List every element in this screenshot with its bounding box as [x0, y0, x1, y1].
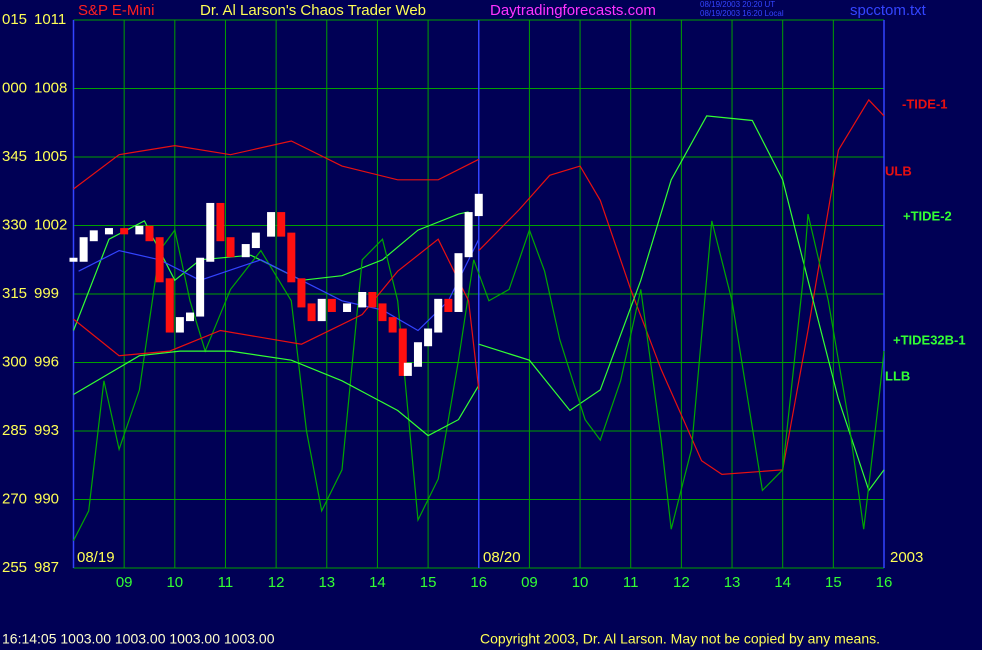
price-bar — [69, 257, 78, 262]
copyright: Copyright 2003, Dr. Al Larson. May not b… — [480, 631, 880, 647]
x-tick-label: 09 — [521, 574, 538, 591]
x-tick-label: 15 — [420, 574, 437, 591]
y-tick-label: 996 — [34, 353, 59, 370]
date-label: 2003 — [890, 549, 923, 566]
x-tick-label: 12 — [673, 574, 690, 591]
series-line — [72, 213, 885, 541]
price-bar — [388, 317, 397, 333]
price-bar — [155, 237, 164, 283]
price-bar — [474, 193, 483, 217]
price-bar — [403, 362, 412, 376]
price-bar — [368, 292, 377, 308]
series-label: LLB — [885, 368, 910, 383]
price-bar — [343, 303, 352, 312]
x-tick-label: 16 — [876, 574, 893, 591]
price-bar — [206, 202, 215, 262]
y-tick-angle: 000 — [2, 79, 27, 96]
x-tick-label: 13 — [724, 574, 741, 591]
x-tick-label: 14 — [369, 574, 386, 591]
x-tick-label: 14 — [774, 574, 791, 591]
y-tick-angle: 285 — [2, 422, 27, 439]
timestamp: 08/19/2003 20:20 UT — [700, 0, 775, 9]
x-tick-label: 12 — [268, 574, 285, 591]
y-tick-label: 987 — [34, 559, 59, 576]
price-bar — [454, 253, 463, 312]
price-bar — [277, 212, 286, 237]
website: Daytradingforecasts.com — [490, 2, 656, 19]
y-tick-angle: 270 — [2, 490, 27, 507]
date-label: 08/20 — [483, 549, 521, 566]
series-label: +TIDE32B-1 — [893, 332, 966, 347]
price-bar — [424, 328, 433, 347]
y-tick-label: 1002 — [34, 216, 67, 233]
price-bar — [196, 257, 205, 317]
y-tick-label: 990 — [34, 490, 59, 507]
status-line: 16:14:05 1003.00 1003.00 1003.00 1003.00 — [2, 631, 275, 647]
price-bar — [251, 232, 260, 249]
price-bar — [287, 232, 296, 283]
y-tick-angle: 345 — [2, 148, 27, 165]
x-tick-label: 10 — [166, 574, 183, 591]
price-bar — [104, 228, 113, 235]
price-bar — [89, 230, 98, 242]
y-tick-angle: 330 — [2, 216, 27, 233]
price-bar — [165, 278, 174, 333]
price-bar — [378, 303, 387, 322]
y-tick-angle: 255 — [2, 559, 27, 576]
file-name: spcctom.txt — [850, 2, 927, 19]
y-tick-label: 1011 — [34, 11, 66, 28]
series-line — [73, 350, 480, 437]
price-bar — [175, 317, 184, 333]
price-bar — [135, 225, 144, 235]
series-line — [478, 98, 885, 476]
y-tick-angle: 015 — [2, 11, 27, 28]
y-tick-label: 1008 — [34, 79, 67, 96]
series-label: -TIDE-1 — [902, 96, 948, 111]
x-tick-label: 11 — [623, 574, 639, 591]
price-bar — [241, 244, 250, 258]
price-bar — [120, 228, 129, 235]
y-tick-label: 993 — [34, 422, 59, 439]
date-label: 08/19 — [77, 549, 115, 566]
series-line — [73, 238, 480, 390]
x-tick-label: 10 — [572, 574, 589, 591]
y-tick-label: 999 — [34, 285, 59, 302]
price-bar — [79, 237, 88, 262]
price-bar — [413, 342, 422, 367]
price-bar — [226, 237, 235, 258]
x-tick-label: 11 — [218, 574, 234, 591]
x-tick-label: 15 — [825, 574, 842, 591]
price-bar — [444, 298, 453, 312]
price-bar — [307, 303, 316, 322]
x-tick-label: 13 — [318, 574, 335, 591]
price-bar — [398, 328, 407, 376]
chart-title: S&P E-Mini — [78, 2, 154, 19]
series-line — [73, 140, 480, 190]
price-bar — [464, 212, 473, 258]
series-label: +TIDE-2 — [903, 208, 952, 223]
price-bar — [327, 298, 336, 312]
price-bar — [434, 298, 443, 333]
price-bar — [216, 202, 225, 242]
y-tick-angle: 300 — [2, 353, 27, 370]
price-bar — [317, 298, 326, 322]
x-tick-label: 16 — [470, 574, 487, 591]
price-bar — [267, 212, 276, 237]
price-bar — [358, 292, 367, 308]
timestamp: 08/19/2003 16:20 Local — [700, 9, 784, 18]
price-bar — [186, 312, 195, 322]
series-label: ULB — [885, 163, 912, 178]
price-bar — [145, 225, 154, 242]
y-tick-angle: 315 — [2, 285, 27, 302]
y-tick-label: 1005 — [34, 148, 67, 165]
x-tick-label: 09 — [116, 574, 133, 591]
chart-subtitle: Dr. Al Larson's Chaos Trader Web — [200, 2, 426, 19]
price-bar — [297, 278, 306, 308]
